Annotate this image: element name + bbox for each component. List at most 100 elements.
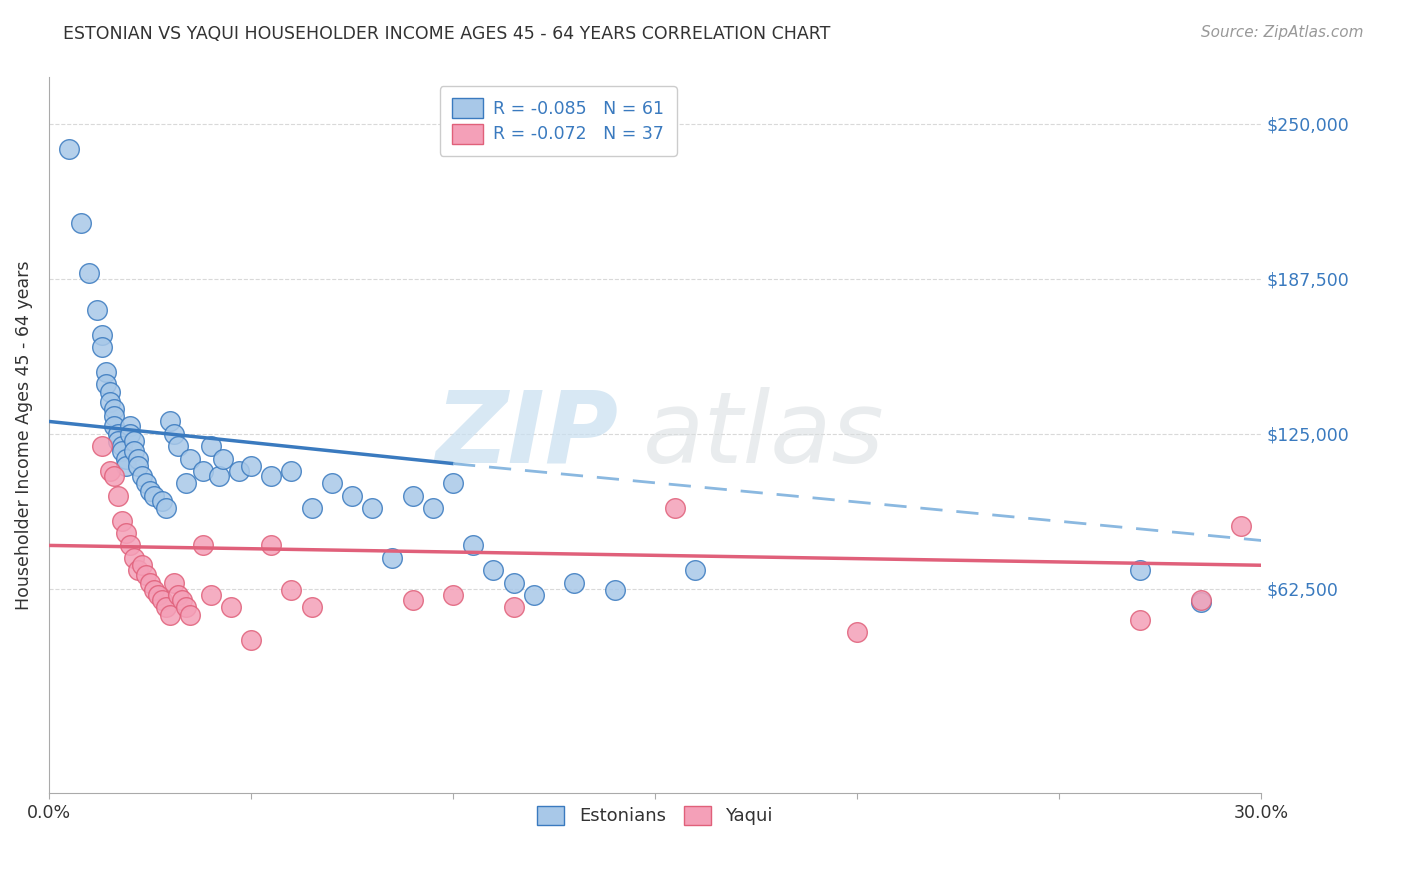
Point bbox=[146, 588, 169, 602]
Point bbox=[131, 469, 153, 483]
Point bbox=[381, 550, 404, 565]
Point bbox=[98, 464, 121, 478]
Point bbox=[163, 575, 186, 590]
Point bbox=[155, 501, 177, 516]
Point bbox=[191, 538, 214, 552]
Point bbox=[143, 582, 166, 597]
Point bbox=[361, 501, 384, 516]
Text: Source: ZipAtlas.com: Source: ZipAtlas.com bbox=[1201, 25, 1364, 40]
Point bbox=[172, 593, 194, 607]
Point bbox=[118, 419, 141, 434]
Point bbox=[103, 469, 125, 483]
Point bbox=[1189, 593, 1212, 607]
Point bbox=[139, 483, 162, 498]
Point bbox=[114, 459, 136, 474]
Point bbox=[111, 444, 134, 458]
Point bbox=[118, 426, 141, 441]
Point bbox=[143, 489, 166, 503]
Point bbox=[114, 526, 136, 541]
Point bbox=[1230, 518, 1253, 533]
Point bbox=[280, 464, 302, 478]
Point bbox=[159, 414, 181, 428]
Point bbox=[191, 464, 214, 478]
Point bbox=[167, 588, 190, 602]
Point bbox=[176, 600, 198, 615]
Point bbox=[150, 493, 173, 508]
Point bbox=[200, 588, 222, 602]
Point bbox=[127, 451, 149, 466]
Point bbox=[523, 588, 546, 602]
Point bbox=[685, 563, 707, 577]
Point bbox=[107, 426, 129, 441]
Point bbox=[562, 575, 585, 590]
Point bbox=[103, 409, 125, 424]
Point bbox=[176, 476, 198, 491]
Point bbox=[340, 489, 363, 503]
Point bbox=[200, 439, 222, 453]
Point bbox=[135, 476, 157, 491]
Text: ESTONIAN VS YAQUI HOUSEHOLDER INCOME AGES 45 - 64 YEARS CORRELATION CHART: ESTONIAN VS YAQUI HOUSEHOLDER INCOME AGE… bbox=[63, 25, 831, 43]
Point bbox=[111, 514, 134, 528]
Y-axis label: Householder Income Ages 45 - 64 years: Householder Income Ages 45 - 64 years bbox=[15, 260, 32, 610]
Point bbox=[240, 459, 263, 474]
Point bbox=[211, 451, 233, 466]
Point bbox=[422, 501, 444, 516]
Point bbox=[135, 568, 157, 582]
Point bbox=[260, 538, 283, 552]
Text: atlas: atlas bbox=[643, 387, 884, 483]
Point bbox=[179, 451, 201, 466]
Point bbox=[122, 550, 145, 565]
Point bbox=[846, 625, 869, 640]
Point bbox=[321, 476, 343, 491]
Point bbox=[90, 327, 112, 342]
Point bbox=[240, 632, 263, 647]
Point bbox=[502, 575, 524, 590]
Point bbox=[219, 600, 242, 615]
Point bbox=[107, 489, 129, 503]
Point bbox=[94, 377, 117, 392]
Legend: Estonians, Yaqui: Estonians, Yaqui bbox=[529, 797, 782, 834]
Point bbox=[463, 538, 485, 552]
Point bbox=[1189, 595, 1212, 609]
Point bbox=[301, 501, 323, 516]
Point bbox=[228, 464, 250, 478]
Point bbox=[90, 439, 112, 453]
Point bbox=[441, 588, 464, 602]
Point bbox=[482, 563, 505, 577]
Point bbox=[163, 426, 186, 441]
Point bbox=[111, 439, 134, 453]
Point bbox=[70, 216, 93, 230]
Point bbox=[1129, 563, 1152, 577]
Point bbox=[94, 365, 117, 379]
Point bbox=[58, 142, 80, 156]
Point bbox=[401, 489, 423, 503]
Point bbox=[1129, 613, 1152, 627]
Point bbox=[98, 394, 121, 409]
Point bbox=[86, 302, 108, 317]
Point bbox=[103, 419, 125, 434]
Point bbox=[167, 439, 190, 453]
Point bbox=[127, 459, 149, 474]
Point bbox=[301, 600, 323, 615]
Point bbox=[118, 538, 141, 552]
Point bbox=[502, 600, 524, 615]
Point bbox=[260, 469, 283, 483]
Point bbox=[401, 593, 423, 607]
Point bbox=[280, 582, 302, 597]
Point bbox=[159, 607, 181, 622]
Point bbox=[107, 434, 129, 449]
Point bbox=[79, 266, 101, 280]
Point bbox=[122, 444, 145, 458]
Point bbox=[90, 340, 112, 354]
Point bbox=[98, 384, 121, 399]
Point bbox=[179, 607, 201, 622]
Point bbox=[441, 476, 464, 491]
Point bbox=[122, 434, 145, 449]
Point bbox=[131, 558, 153, 573]
Text: ZIP: ZIP bbox=[436, 387, 619, 483]
Point bbox=[208, 469, 231, 483]
Point bbox=[603, 582, 626, 597]
Point bbox=[127, 563, 149, 577]
Point bbox=[114, 451, 136, 466]
Point bbox=[664, 501, 686, 516]
